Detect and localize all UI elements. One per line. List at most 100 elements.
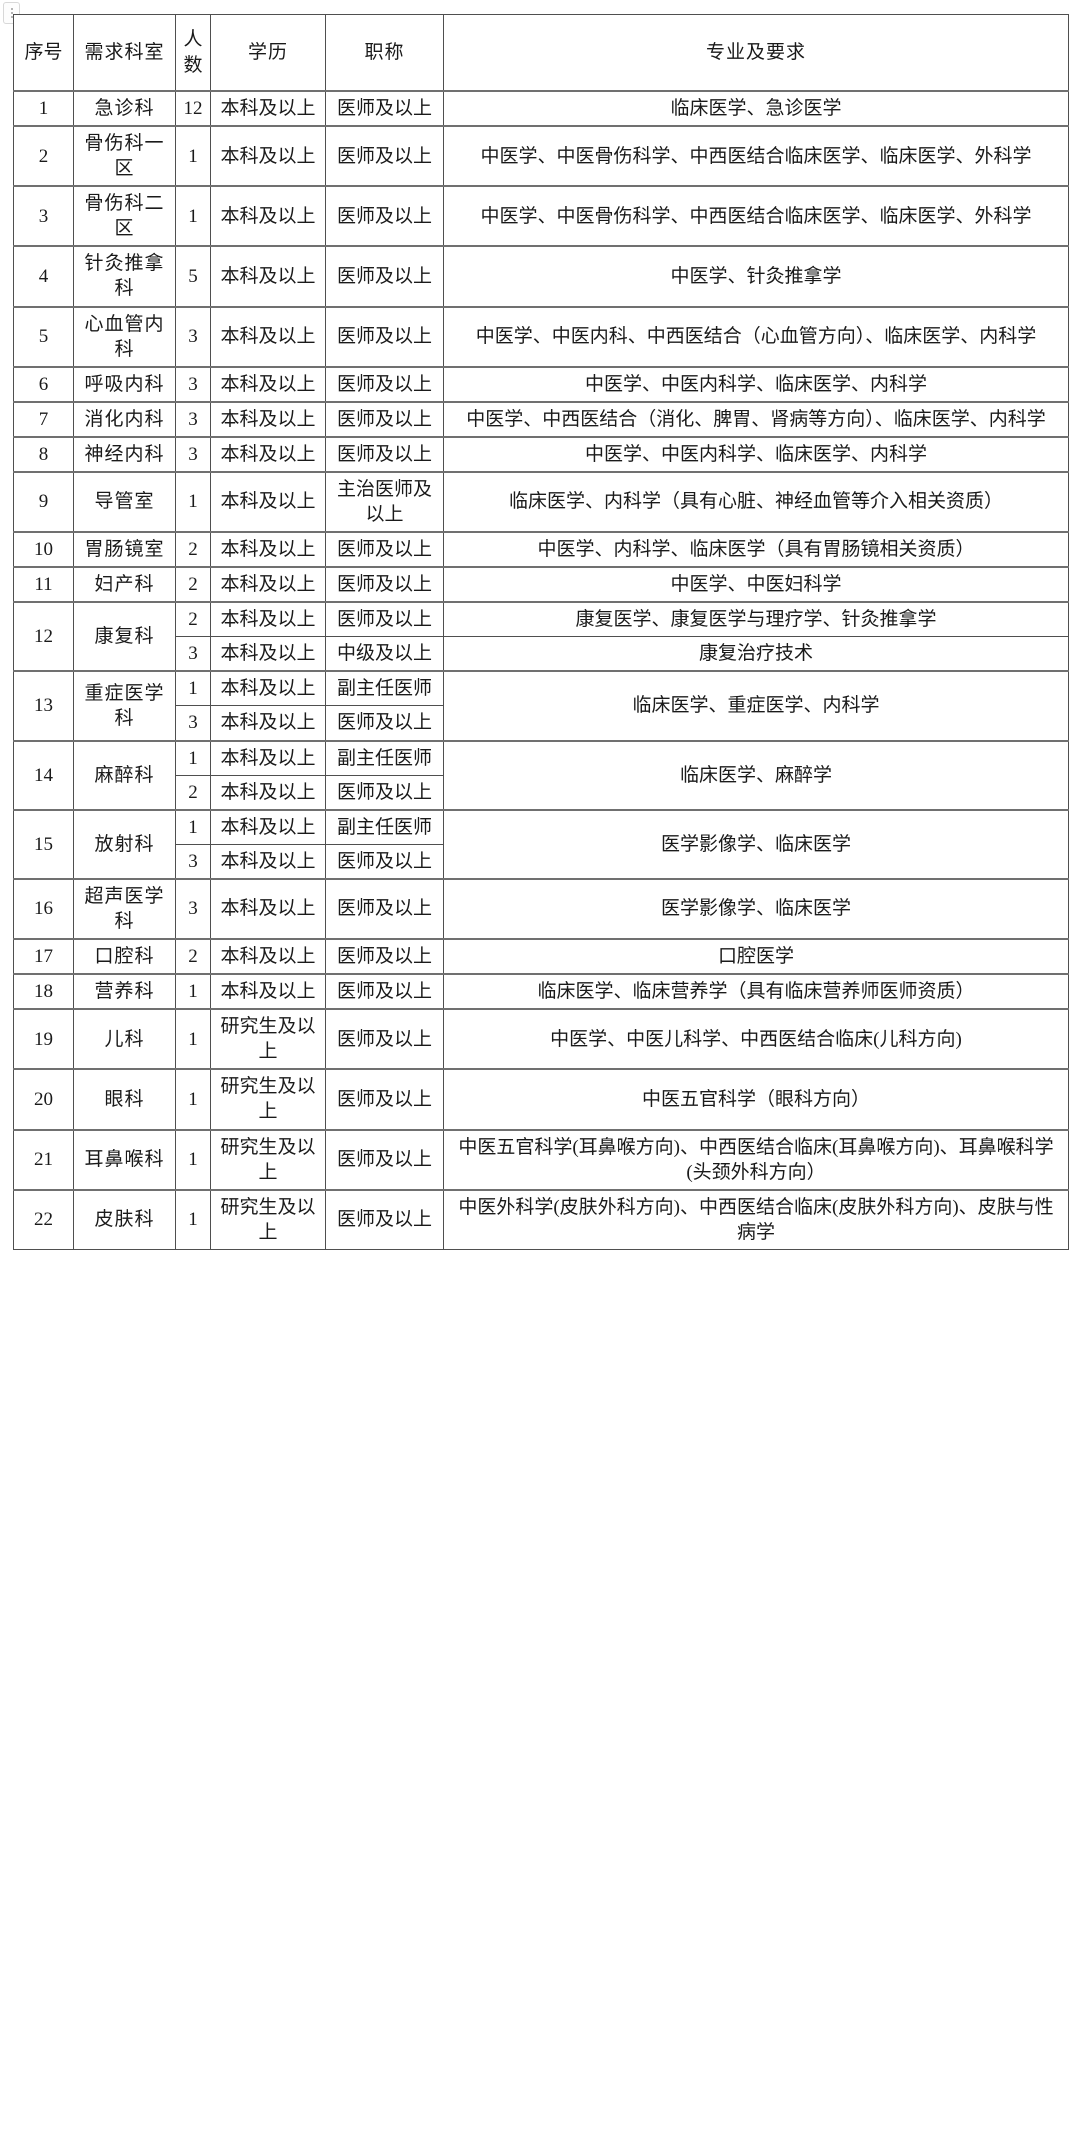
cell-professional-title: 中级及以上 bbox=[325, 636, 444, 672]
cell-education: 本科及以上 bbox=[210, 365, 326, 403]
cell-headcount: 1 bbox=[175, 670, 211, 707]
cell-professional-title: 医师及以上 bbox=[325, 774, 444, 811]
cell-major-requirements: 临床医学、临床营养学（具有临床营养师医师资质） bbox=[443, 973, 1069, 1010]
cell-headcount: 1 bbox=[175, 1068, 211, 1131]
cell-education: 本科及以上 bbox=[210, 435, 326, 473]
cell-education: 本科及以上 bbox=[210, 877, 326, 940]
cell-headcount: 2 bbox=[175, 566, 211, 603]
recruitment-requirements-table: 序号 需求科室 人数 学历 职称 专业及要求 1 急诊科 12 本科及以上 医师及以上临… bbox=[13, 14, 1069, 1250]
cell-department: 呼吸内科 bbox=[73, 365, 176, 403]
cell-professional-title: 副主任医师 bbox=[325, 808, 444, 845]
cell-department: 导管室 bbox=[73, 470, 176, 533]
cell-education: 本科及以上 bbox=[210, 531, 326, 568]
overflow-dots-icon bbox=[11, 8, 13, 10]
table-body: 1 急诊科 12 本科及以上 医师及以上 临床医学、急诊医学 2 骨伤科一区 1 本科及以上 医师及… bbox=[13, 89, 1069, 1250]
cell-headcount: 3 bbox=[175, 705, 211, 742]
cell-education: 本科及以上 bbox=[210, 938, 326, 975]
table-row: 3 骨伤科二区 1 本科及以上 医师及以上 中医学、中医骨伤科学、中西医结合临床医学、临床… bbox=[13, 185, 1069, 247]
cell-department: 麻醉科 bbox=[73, 739, 176, 811]
cell-major-requirements: 中医学、针灸推拿学 bbox=[443, 245, 1069, 308]
column-header-edu: 学历 bbox=[210, 14, 326, 92]
cell-education: 本科及以上 bbox=[210, 843, 326, 880]
cell-professional-title: 医师及以上 bbox=[325, 566, 444, 603]
table-row: 3 本科及以上 中级及以上 康复治疗技术 bbox=[14, 636, 1069, 672]
cell-department: 眼科 bbox=[73, 1068, 176, 1131]
cell-education: 研究生及以上 bbox=[210, 1068, 326, 1131]
table-header: 序号 需求科室 人数 学历 职称 专业及要求 bbox=[13, 14, 1069, 92]
cell-professional-title: 医师及以上 bbox=[325, 705, 444, 742]
cell-department: 重症医学科 bbox=[73, 670, 176, 742]
cell-education: 本科及以上 bbox=[210, 125, 326, 187]
table-row: 6 呼吸内科 3 本科及以上 医师及以上 中医学、中医内科学、临床医学、内科学 bbox=[13, 365, 1069, 403]
cell-headcount: 3 bbox=[175, 400, 211, 438]
cell-professional-title: 医师及以上 bbox=[325, 365, 444, 403]
cell-no: 11 bbox=[13, 566, 74, 603]
cell-major-requirements: 中医学、中医内科学、临床医学、内科学 bbox=[443, 365, 1069, 403]
table-row: 4 针灸推拿科 5 本科及以上 医师及以上 中医学、针灸推拿学 bbox=[13, 245, 1069, 308]
table-row: 14 麻醉科 1 本科及以上 副主任医师 临床医学、麻醉学 bbox=[13, 739, 1069, 811]
cell-major-requirements: 医学影像学、临床医学 bbox=[443, 877, 1069, 940]
cell-major-requirements: 康复治疗技术 bbox=[443, 636, 1069, 672]
cell-education: 本科及以上 bbox=[210, 470, 326, 533]
cell-major-requirements: 临床医学、重症医学、内科学 bbox=[443, 670, 1069, 742]
cell-major-requirements: 中医学、中医内科、中西医结合（心血管方向）、临床医学、内科学 bbox=[443, 305, 1069, 368]
cell-headcount: 2 bbox=[175, 774, 211, 811]
cell-headcount: 5 bbox=[175, 245, 211, 308]
cell-department: 胃肠镜室 bbox=[73, 531, 176, 568]
cell-education: 本科及以上 bbox=[210, 973, 326, 1010]
cell-no: 8 bbox=[13, 435, 74, 473]
cell-headcount: 1 bbox=[175, 973, 211, 1010]
cell-major-requirements: 中医学、内科学、临床医学（具有胃肠镜相关资质） bbox=[443, 531, 1069, 568]
cell-education: 本科及以上 bbox=[210, 636, 326, 672]
cell-professional-title: 医师及以上 bbox=[325, 843, 444, 880]
cell-professional-title: 医师及以上 bbox=[325, 125, 444, 187]
cell-department: 急诊科 bbox=[73, 89, 176, 127]
cell-education: 本科及以上 bbox=[210, 601, 326, 638]
column-header-no: 序号 bbox=[13, 14, 74, 92]
cell-headcount: 2 bbox=[175, 938, 211, 975]
cell-headcount: 3 bbox=[175, 877, 211, 940]
cell-headcount: 1 bbox=[175, 185, 211, 247]
cell-headcount: 1 bbox=[175, 125, 211, 187]
cell-headcount: 3 bbox=[175, 365, 211, 403]
table-row: 9 导管室 1 本科及以上 主治医师及以上 临床医学、内科学（具有心脏、神经血管等介入相关… bbox=[13, 470, 1069, 533]
cell-professional-title: 医师及以上 bbox=[325, 1008, 444, 1070]
cell-department: 消化内科 bbox=[73, 400, 176, 438]
table-row: 15 放射科 1 本科及以上 副主任医师 医学影像学、临床医学 bbox=[13, 808, 1069, 880]
table-row: 21 耳鼻喉科 1 研究生及以上 医师及以上 中医五官科学(耳鼻喉方向)、中西医结合临床(… bbox=[13, 1128, 1069, 1191]
cell-education: 本科及以上 bbox=[210, 774, 326, 811]
cell-headcount: 12 bbox=[175, 89, 211, 127]
cell-headcount: 2 bbox=[175, 601, 211, 638]
cell-no: 13 bbox=[13, 670, 74, 742]
table-row: 8 神经内科 3 本科及以上 医师及以上 中医学、中医内科学、临床医学、内科学 bbox=[13, 435, 1069, 473]
cell-headcount: 1 bbox=[175, 1188, 211, 1250]
cell-professional-title: 主治医师及以上 bbox=[325, 470, 444, 533]
cell-department: 骨伤科二区 bbox=[73, 185, 176, 247]
cell-professional-title: 医师及以上 bbox=[325, 1068, 444, 1131]
cell-professional-title: 医师及以上 bbox=[325, 601, 444, 638]
cell-headcount: 1 bbox=[175, 1008, 211, 1070]
column-header-count: 人数 bbox=[175, 14, 211, 92]
column-header-dept: 需求科室 bbox=[73, 14, 176, 92]
cell-education: 本科及以上 bbox=[210, 739, 326, 776]
column-header-major: 专业及要求 bbox=[443, 14, 1069, 92]
cell-education: 本科及以上 bbox=[210, 305, 326, 368]
cell-headcount: 1 bbox=[175, 808, 211, 845]
cell-department: 放射科 bbox=[73, 808, 176, 880]
cell-headcount: 1 bbox=[175, 470, 211, 533]
cell-professional-title: 医师及以上 bbox=[325, 185, 444, 247]
cell-major-requirements: 临床医学、内科学（具有心脏、神经血管等介入相关资质） bbox=[443, 470, 1069, 533]
table-row: 18 营养科 1 本科及以上 医师及以上 临床医学、临床营养学（具有临床营养师医师资质） bbox=[13, 973, 1069, 1010]
table-row: 3 本科及以上 医师及以上 bbox=[14, 705, 1069, 742]
cell-education: 本科及以上 bbox=[210, 566, 326, 603]
cell-department: 皮肤科 bbox=[73, 1188, 176, 1250]
cell-no: 2 bbox=[13, 125, 74, 187]
table-row: 17 口腔科 2 本科及以上 医师及以上 口腔医学 bbox=[13, 938, 1069, 975]
table-row: 7 消化内科 3 本科及以上 医师及以上 中医学、中西医结合（消化、脾胃、肾病等方向）、临… bbox=[13, 400, 1069, 438]
cell-no: 19 bbox=[13, 1008, 74, 1070]
cell-department: 口腔科 bbox=[73, 938, 176, 975]
cell-department: 神经内科 bbox=[73, 435, 176, 473]
table-row: 5 心血管内科 3 本科及以上 医师及以上 中医学、中医内科、中西医结合（心血管方向）、临… bbox=[13, 305, 1069, 368]
requirements-table-container: 序号 需求科室 人数 学历 职称 专业及要求 1 急诊科 12 本科及以上 医师及以上临… bbox=[13, 14, 1069, 1250]
cell-no: 5 bbox=[13, 305, 74, 368]
